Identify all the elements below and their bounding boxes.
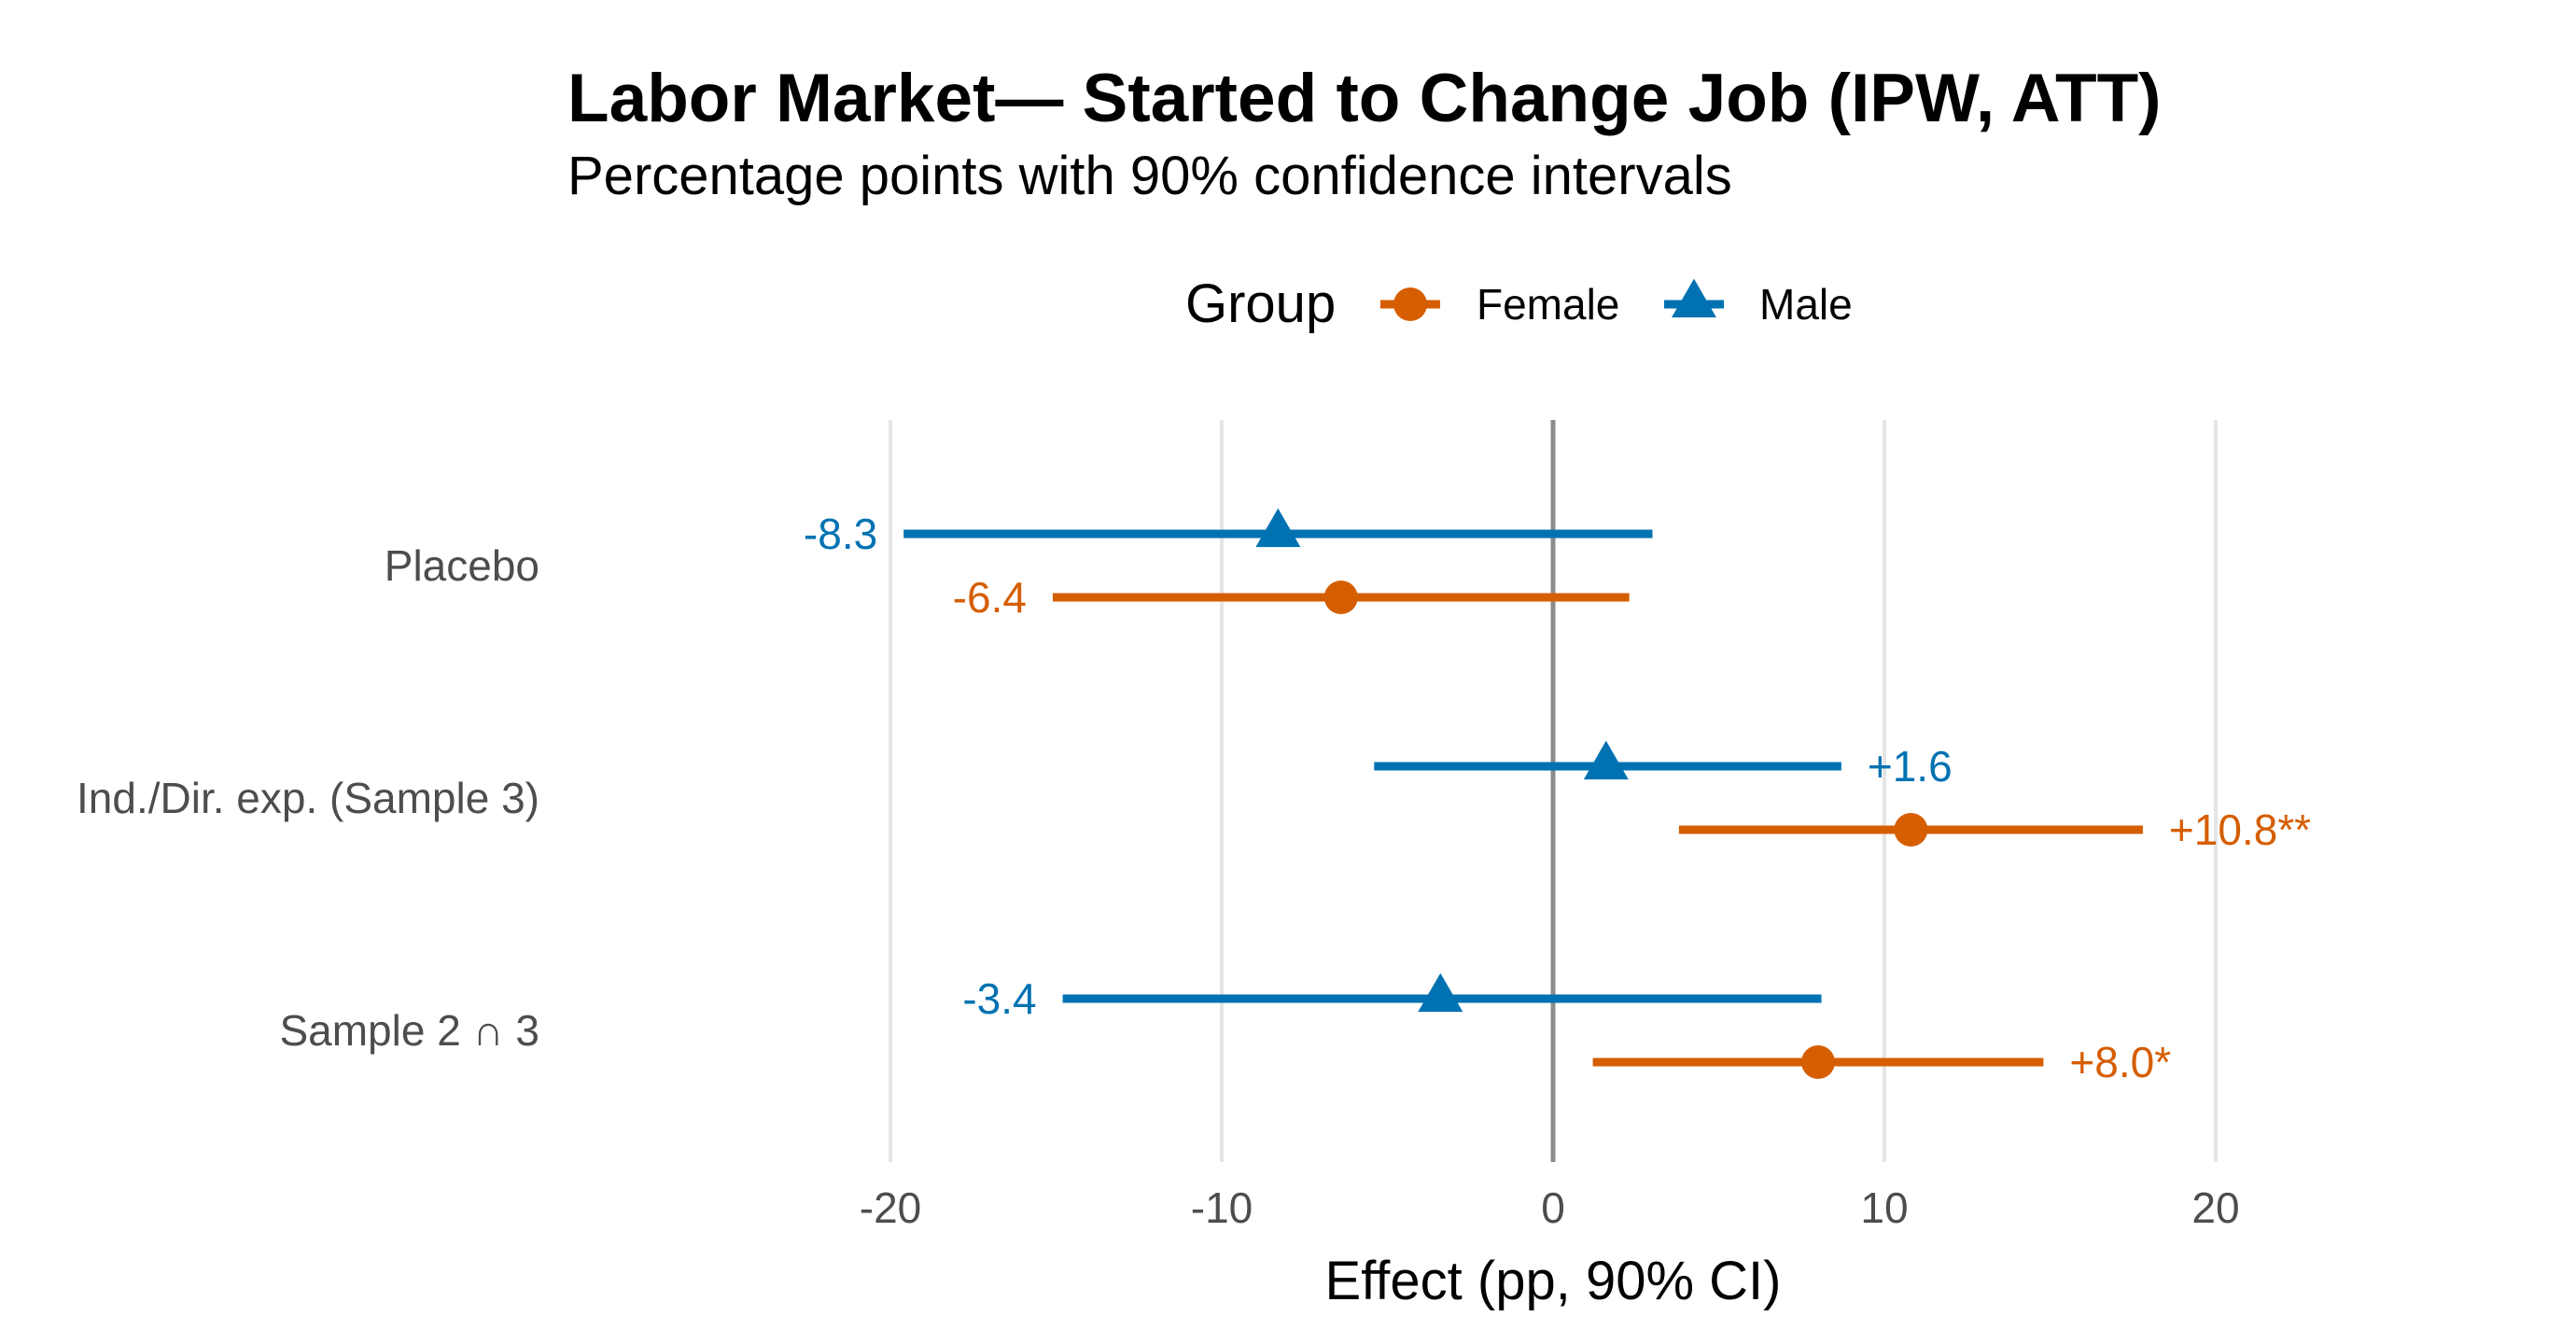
- chart-subtitle: Percentage points with 90% confidence in…: [567, 146, 1732, 206]
- legend-key-triangle: [1672, 278, 1716, 318]
- legend: Group Female Male: [1185, 273, 1853, 334]
- male-data-label-1: +1.6: [1868, 742, 1953, 791]
- x-tick-labels: -20 -10 0 10 20: [860, 1183, 2240, 1232]
- legend-label-male: Male: [1759, 280, 1853, 329]
- legend-key-circle: [1393, 287, 1427, 321]
- female-data-label-0: -6.4: [953, 573, 1027, 622]
- male-point-0: [1255, 508, 1301, 548]
- legend-label-female: Female: [1477, 280, 1619, 329]
- female-point-1: [1894, 813, 1928, 847]
- male-point-2: [1418, 973, 1463, 1013]
- grid: [889, 420, 2218, 1162]
- x-axis-title: Effect (pp, 90% CI): [1325, 1251, 1782, 1311]
- legend-title: Group: [1185, 273, 1336, 334]
- marks: -8.3 +1.6 -3.4 -6.4 +10.8** +8.0*: [804, 508, 2311, 1086]
- female-point-0: [1323, 581, 1358, 614]
- category-labels: Placebo Ind./Dir. exp. (Sample 3) Sample 2…: [77, 541, 539, 1055]
- x-tick-label-2: 0: [1541, 1183, 1565, 1232]
- x-tick-label-0: -20: [860, 1183, 921, 1232]
- female-data-label-2: +8.0*: [2069, 1038, 2171, 1086]
- category-label-0: Placebo: [385, 541, 539, 590]
- x-tick-label-3: 10: [1860, 1183, 1908, 1232]
- male-data-label-0: -8.3: [804, 510, 877, 558]
- female-data-label-1: +10.8**: [2169, 805, 2311, 854]
- x-tick-label-4: 20: [2191, 1183, 2239, 1232]
- category-label-1: Ind./Dir. exp. (Sample 3): [77, 774, 539, 822]
- female-point-2: [1801, 1045, 1835, 1079]
- category-label-2: Sample 2 ∩ 3: [279, 1006, 539, 1055]
- male-point-1: [1583, 740, 1629, 780]
- x-tick-label-1: -10: [1191, 1183, 1253, 1232]
- chart-title: Labor Market— Started to Change Job (IPW…: [567, 61, 2161, 136]
- male-data-label-2: -3.4: [962, 974, 1036, 1023]
